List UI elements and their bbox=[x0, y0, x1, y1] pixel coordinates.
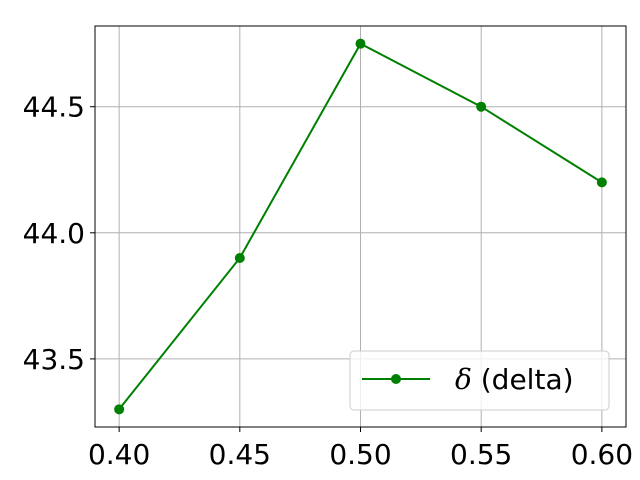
y-tick-label: 43.5 bbox=[23, 343, 85, 376]
legend-symbol: δ bbox=[455, 363, 472, 396]
legend-marker bbox=[391, 374, 401, 384]
x-tick-label: 0.45 bbox=[209, 438, 271, 471]
legend-frame bbox=[349, 350, 610, 411]
data-point bbox=[476, 101, 487, 112]
legend-label-text: (delta) bbox=[472, 363, 574, 396]
data-point bbox=[355, 38, 366, 49]
series-layer bbox=[114, 38, 607, 415]
y-tick-label: 44.5 bbox=[23, 91, 85, 124]
x-tick-label: 0.55 bbox=[450, 438, 512, 471]
data-point bbox=[114, 404, 125, 415]
legend: δ (delta) bbox=[349, 350, 610, 411]
x-tick-label: 0.40 bbox=[88, 438, 150, 471]
y-tick-label: 44.0 bbox=[23, 217, 85, 250]
legend-label: δ (delta) bbox=[455, 363, 574, 396]
x-tick-label: 0.60 bbox=[571, 438, 633, 471]
data-point bbox=[234, 253, 245, 264]
data-point bbox=[596, 177, 607, 188]
x-tick-label: 0.50 bbox=[329, 438, 391, 471]
axis-ticks: 0.40 0.45 0.50 0.55 0.60 43.5 44.0 44.5 bbox=[23, 91, 633, 471]
